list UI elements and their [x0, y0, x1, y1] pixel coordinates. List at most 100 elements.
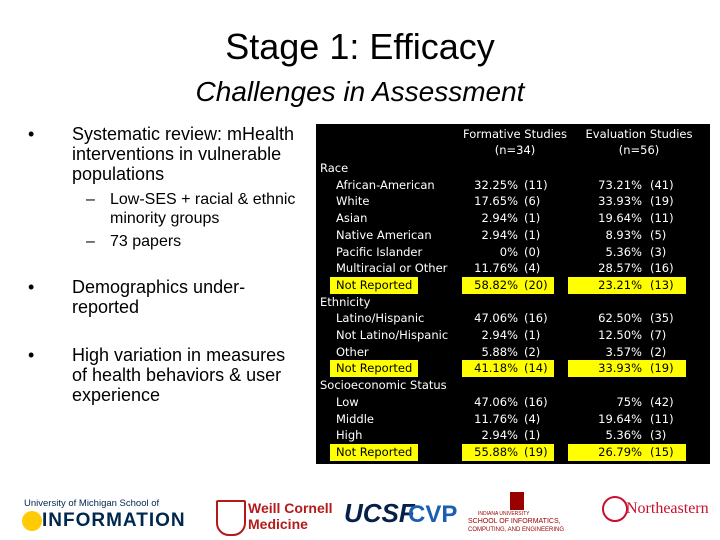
evaluation-percent: 73.21% [598, 177, 642, 192]
formative-count: (2) [524, 344, 541, 359]
formative-percent: 17.65% [474, 194, 518, 209]
subbullet-dash: – [86, 191, 95, 208]
evaluation-count: (2) [650, 344, 667, 359]
bullet-text: High variation in measures of health beh… [72, 345, 286, 405]
evaluation-percent: 33.93% [598, 194, 642, 209]
evaluation-count: (19) [650, 361, 674, 376]
table-row-label: Not Reported [336, 277, 413, 292]
northeastern-logo: Northeastern [602, 496, 710, 534]
formative-count: (1) [524, 328, 541, 342]
formative-count: (1) [524, 211, 541, 226]
formative-percent: 55.88% [474, 444, 518, 459]
formative-percent: 41.18% [474, 361, 518, 376]
evaluation-percent: 5.36% [605, 428, 642, 443]
not-reported-highlight [462, 276, 554, 294]
subbullet-text: Low-SES + racial & ethnic minority group… [110, 191, 296, 227]
evaluation-percent: 19.64% [598, 211, 642, 226]
evaluation-count: (19) [650, 194, 674, 209]
table-row-label: Asian [336, 211, 368, 226]
formative-percent: 11.76% [474, 411, 518, 426]
formative-count: (14) [524, 361, 548, 376]
evaluation-count: (3) [650, 428, 667, 443]
not-reported-highlight [568, 443, 686, 461]
formative-percent: 11.76% [474, 261, 518, 276]
evaluation-count: (41) [650, 177, 674, 192]
formative-count: (1) [524, 227, 541, 242]
bullet-systematic-review: • Systematic review: mHealth interventio… [28, 124, 298, 184]
evaluation-count: (35) [650, 311, 674, 326]
not-reported-highlight [330, 443, 418, 461]
evaluation-percent: 75% [616, 394, 642, 409]
formative-count: (16) [524, 311, 548, 326]
evaluation-count: (11) [650, 411, 674, 426]
header-formative: Formative Studies (n=34) [463, 127, 567, 157]
formative-percent: 58.82% [474, 277, 518, 292]
table-row-label: Pacific Islander [336, 244, 423, 259]
formative-count: (19) [524, 444, 548, 459]
table-row-label: African-American [336, 177, 435, 192]
umich-i-icon [22, 511, 42, 531]
formative-percent: 47.06% [474, 394, 518, 409]
evaluation-count: (15) [650, 444, 674, 459]
bullet-dot: • [28, 277, 35, 297]
evaluation-percent: 5.36% [605, 244, 642, 259]
formative-count: (16) [524, 394, 548, 409]
evaluation-percent: 23.21% [598, 277, 642, 292]
formative-percent: 5.88% [481, 344, 518, 359]
umich-logo-line1: University of Michigan School of [24, 498, 160, 509]
table-row-label: White [336, 194, 370, 209]
evaluation-percent: 19.64% [598, 411, 642, 426]
evaluation-percent: 26.79% [598, 444, 642, 459]
not-reported-highlight [462, 360, 554, 378]
weill-seal-icon [216, 500, 246, 536]
weill-cornell-logo: Weill Cornell Medicine [216, 496, 336, 538]
formative-percent: 2.94% [481, 227, 518, 242]
table-row-label: Not Latino/Hispanic [336, 328, 449, 342]
evaluation-count: (16) [650, 261, 674, 276]
table-row-label: Other [336, 344, 369, 359]
evaluation-percent: 3.57% [605, 344, 642, 359]
table-row-label: Not Reported [336, 361, 413, 376]
evaluation-count: (42) [650, 394, 674, 409]
table-section-label: Ethnicity [320, 294, 371, 309]
table-row-label: Not Reported [336, 444, 413, 459]
formative-percent: 2.94% [481, 428, 518, 443]
evaluation-percent: 8.93% [605, 227, 642, 242]
formative-count: (4) [524, 261, 541, 276]
formative-percent: 2.94% [481, 328, 518, 342]
formative-count: (20) [524, 277, 548, 292]
formative-percent: 47.06% [474, 311, 518, 326]
bullet-text: Demographics under-reported [72, 277, 246, 317]
bullet-text: Systematic review: mHealth interventions… [72, 124, 295, 184]
bullet-dot: • [28, 345, 35, 365]
table-row-label: High [336, 428, 363, 443]
evaluation-percent: 12.50% [598, 328, 642, 342]
formative-percent: 32.25% [474, 177, 518, 192]
formative-count: (1) [524, 428, 541, 443]
evaluation-count: (7) [650, 328, 667, 342]
bullet-list: • Systematic review: mHealth interventio… [28, 124, 298, 411]
logo-strip: University of Michigan School of INFORMA… [0, 488, 720, 538]
umich-logo-line2: INFORMATION [42, 510, 186, 531]
iu-logo-line2: COMPUTING, AND ENGINEERING [468, 527, 565, 533]
table-row-label: Low [336, 394, 359, 409]
indiana-logo: INDIANA UNIVERSITY SCHOOL OF INFORMATICS… [466, 492, 596, 538]
slide-title: Stage 1: Efficacy [225, 26, 495, 67]
evaluation-percent: 62.50% [598, 311, 642, 326]
weill-logo-line2: Medicine [248, 516, 308, 532]
ucsf-logo: UCSF [344, 498, 415, 528]
header-evaluation: Evaluation Studies (n=56) [585, 127, 693, 157]
not-reported-highlight [462, 443, 554, 461]
subbullet-papers: – 73 papers [28, 232, 298, 251]
table-row-label: Multiracial or Other [336, 261, 448, 276]
formative-count: (6) [524, 194, 541, 209]
evaluation-percent: 28.57% [598, 261, 642, 276]
formative-count: (4) [524, 411, 541, 426]
formative-count: (11) [524, 177, 548, 192]
formative-count: (0) [524, 244, 541, 259]
not-reported-highlight [568, 360, 686, 378]
subbullet-low-ses: – Low-SES + racial & ethnic minority gro… [28, 190, 298, 228]
evaluation-count: (11) [650, 211, 674, 226]
evaluation-count: (3) [650, 244, 667, 259]
table-row-label: Middle [336, 411, 374, 426]
